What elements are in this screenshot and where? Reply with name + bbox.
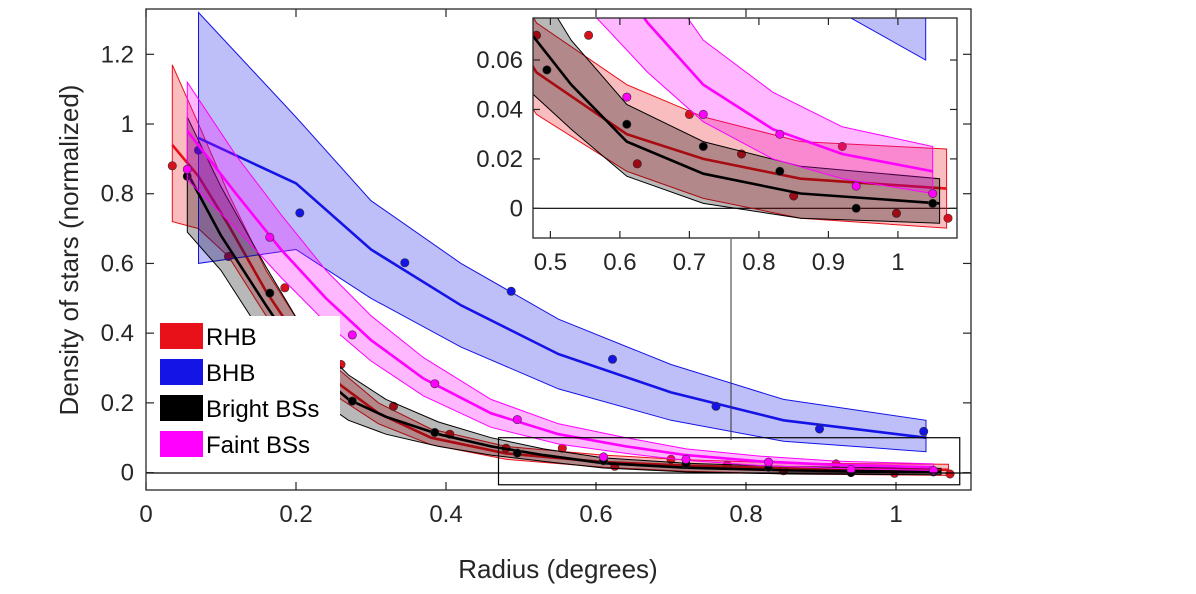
rhb-data-point (684, 109, 694, 119)
faint-bss-data-point (598, 452, 608, 462)
bright-bss-fit-line (533, 34, 940, 205)
inset-x-tick-label: 0.6 (603, 249, 636, 276)
faint-bss-data-point (622, 92, 632, 102)
series-rhb (533, 18, 953, 229)
inset-x-tick-label: 1 (891, 249, 904, 276)
bright-bss-data-point (430, 427, 440, 437)
x-tick-label: 1 (889, 501, 902, 528)
faint-bss-data-point (265, 232, 275, 242)
bright-bss-confidence-band (533, 18, 941, 224)
inset-x-tick-label: 0.7 (673, 249, 706, 276)
faint-bss-data-point (775, 129, 785, 139)
bright-bss-data-point (928, 198, 938, 208)
faint-bss-data-point (698, 109, 708, 119)
axes-box (145, 8, 972, 491)
legend-label-bhb: BHB (206, 360, 255, 387)
x-tick-label: 0.6 (579, 501, 612, 528)
bright-bss-data-point (622, 119, 632, 129)
bright-bss-data-point (851, 203, 861, 213)
legend: RHB BHB Bright BSs Faint BSs (157, 316, 340, 471)
y-tick-label: 0.6 (101, 250, 134, 277)
bright-bss-data-point (347, 396, 357, 406)
faint-bss-data-point (512, 415, 522, 425)
inset-ticks: 0.5 0.6 0.7 0.8 0.9 1 0 0.02 0.04 0.06 (476, 18, 957, 276)
series-bright-bss (533, 18, 941, 224)
bhb-fit-line (197, 136, 927, 439)
inset-y-tick-label: 0.02 (476, 146, 523, 173)
series-bhb (849, 18, 927, 61)
y-tick-label: 1 (121, 111, 134, 138)
legend-swatch-bright-bss (160, 395, 203, 421)
rhb-data-point (584, 30, 594, 40)
inset-x-tick-label: 0.8 (742, 249, 775, 276)
faint-bss-data-point (763, 457, 773, 467)
faint-bss-data-point (347, 330, 357, 340)
faint-bss-data-point (928, 189, 938, 199)
bhb-data-point (711, 401, 721, 411)
inset-y-tick-label: 0.06 (476, 47, 523, 74)
rhb-data-point (557, 443, 567, 453)
series-faint-bss (596, 18, 938, 199)
bhb-data-point (814, 424, 824, 434)
rhb-data-point (632, 159, 642, 169)
inset-y-tick-label: 0.04 (476, 96, 523, 123)
y-tick-label: 0.4 (101, 320, 134, 347)
bhb-confidence-band (198, 11, 927, 453)
legend-label-faint-bss: Faint BSs (206, 432, 310, 459)
x-tick-label: 0 (139, 501, 152, 528)
rhb-data-point (891, 208, 901, 218)
rhb-data-point (943, 213, 953, 223)
bhb-data-point (506, 286, 516, 296)
legend-label-bright-bss: Bright BSs (206, 396, 319, 423)
bhb-data-point (607, 354, 617, 364)
legend-swatch-bhb (160, 359, 203, 385)
rhb-fit-line (533, 64, 947, 190)
y-tick-label: 0.2 (101, 390, 134, 417)
faint-bss-data-point (851, 181, 861, 191)
bright-bss-data-point (265, 288, 275, 298)
bhb-data-point (919, 426, 929, 436)
faint-bss-data-point (846, 464, 856, 474)
faint-bss-fit-line (642, 18, 933, 173)
inset-plot-layer (533, 18, 957, 229)
rhb-data-point (945, 469, 955, 479)
legend-label-rhb: RHB (206, 324, 257, 351)
legend-swatch-rhb (160, 323, 203, 349)
main-ticks: 0 0.2 0.4 0.6 0.8 1 0 0.2 0.4 0.6 0.8 1 1.2 (101, 9, 971, 528)
x-tick-label: 0.4 (429, 501, 462, 528)
rhb-data-point (280, 283, 290, 293)
y-tick-label: 0.8 (101, 181, 134, 208)
inset-x-tick-label: 0.5 (534, 249, 567, 276)
bright-bss-data-point (542, 65, 552, 75)
y-tick-label: 0 (121, 460, 134, 487)
bhb-data-point (400, 258, 410, 268)
legend-swatch-faint-bss (160, 431, 203, 457)
faint-bss-fit-line (186, 130, 934, 469)
faint-bss-data-point (182, 164, 192, 174)
main-plot-layer (167, 11, 955, 479)
bright-bss-data-point (512, 448, 522, 458)
rhb-data-point (837, 142, 847, 152)
zoom-region-box (497, 437, 961, 486)
series-bhb (194, 11, 929, 453)
x-tick-label: 0.8 (729, 501, 762, 528)
x-tick-label: 0.2 (279, 501, 312, 528)
rhb-data-point (167, 161, 177, 171)
bright-bss-data-point (698, 142, 708, 152)
bhb-data-point (295, 208, 305, 218)
faint-bss-data-point (681, 454, 691, 464)
bhb-confidence-band (849, 18, 927, 61)
rhb-confidence-band (533, 18, 948, 229)
bright-bss-data-point (775, 166, 785, 176)
inset-x-tick-label: 0.9 (812, 249, 845, 276)
inset-y-tick-label: 0 (510, 195, 523, 222)
faint-bss-data-point (430, 379, 440, 389)
series-faint-bss (182, 80, 938, 475)
y-tick-label: 1.2 (101, 41, 134, 68)
y-axis-title: Density of stars (normalized) (54, 85, 84, 416)
x-axis-title: Radius (degrees) (458, 554, 657, 584)
inset-box (532, 17, 958, 239)
